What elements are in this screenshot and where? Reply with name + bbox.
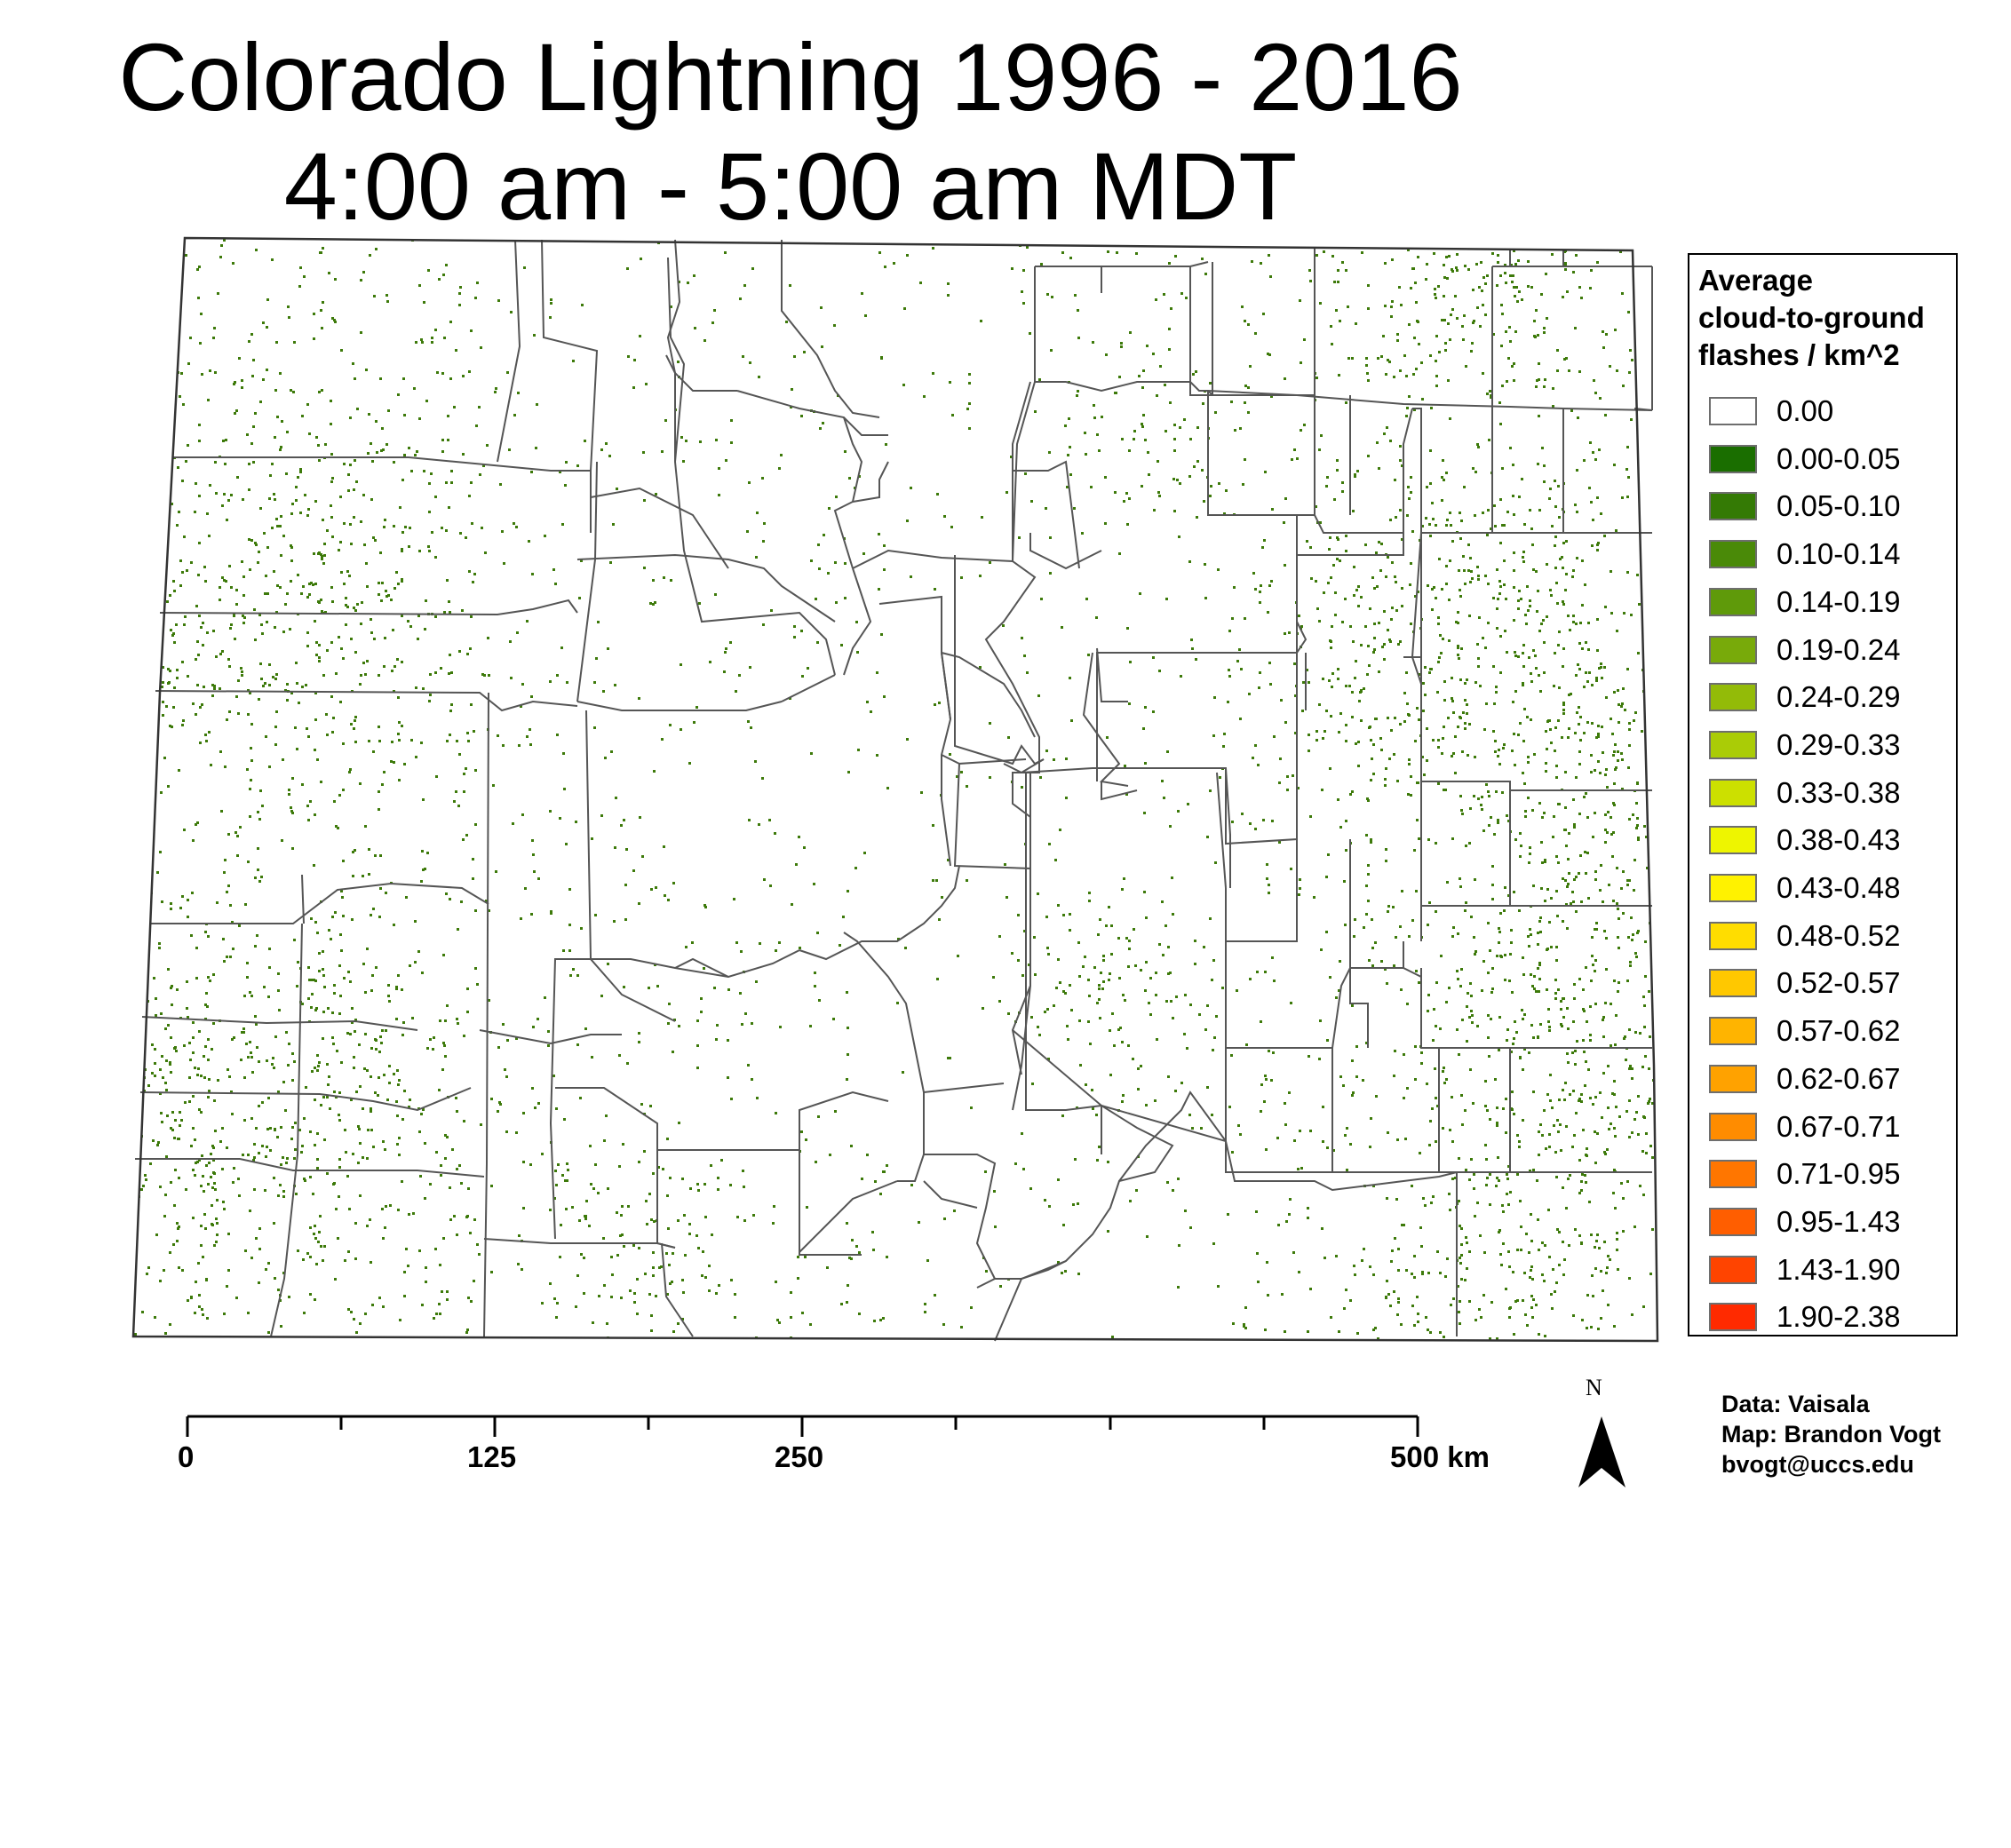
legend-label: 0.14-0.19	[1777, 584, 1901, 618]
legend-label: 0.52-0.57	[1777, 966, 1901, 1000]
legend: Average cloud-to-ground flashes / km^2 0…	[1688, 253, 1958, 1336]
legend-label: 0.62-0.67	[1777, 1061, 1901, 1095]
legend-swatch	[1709, 635, 1757, 664]
legend-label: 0.33-0.38	[1777, 775, 1901, 809]
legend-label: 0.05-0.10	[1777, 489, 1901, 523]
legend-label: 0.19-0.24	[1777, 632, 1901, 666]
legend-title-line: flashes / km^2	[1698, 338, 1900, 371]
legend-label: 0.71-0.95	[1777, 1157, 1901, 1191]
legend-swatch	[1709, 683, 1757, 712]
legend-label: 0.43-0.48	[1777, 871, 1901, 904]
scale-label-500: 500 km	[1390, 1440, 1490, 1473]
legend-swatch	[1709, 730, 1757, 759]
legend-swatch	[1709, 397, 1757, 425]
legend-swatch	[1709, 1160, 1757, 1189]
scale-bar	[186, 1415, 1419, 1437]
legend-swatch	[1709, 921, 1757, 950]
north-arrow-icon	[1578, 1416, 1625, 1487]
legend-title-line: cloud-to-ground	[1698, 301, 1925, 334]
credits: Data: Vaisala Map: Brandon Vogt bvogt@uc…	[1721, 1389, 1941, 1479]
legend-label: 0.29-0.33	[1777, 727, 1901, 761]
legend-swatch	[1709, 1207, 1757, 1236]
legend-swatch	[1709, 540, 1757, 569]
map-title-line-1: Colorado Lightning 1996 - 2016	[118, 23, 1463, 131]
credit-data-source: Data: Vaisala	[1721, 1391, 1870, 1417]
map-title-line-2: 4:00 am - 5:00 am MDT	[283, 132, 1298, 240]
legend-label: 0.48-0.52	[1777, 918, 1901, 952]
legend-swatch	[1709, 874, 1757, 902]
legend-swatch	[1709, 444, 1757, 473]
scale-label-250: 250	[775, 1440, 824, 1473]
credit-email: bvogt@uccs.edu	[1721, 1451, 1914, 1478]
legend-swatch	[1709, 1303, 1757, 1332]
legend-title-line: Average	[1698, 264, 1814, 297]
legend-label: 1.43-1.90	[1777, 1252, 1901, 1286]
legend-swatch	[1709, 492, 1757, 521]
scale-label-125: 125	[467, 1440, 517, 1473]
legend-swatch	[1709, 1064, 1757, 1093]
credit-map-author: Map: Brandon Vogt	[1721, 1421, 1941, 1447]
legend-label: 0.95-1.43	[1777, 1204, 1901, 1238]
legend-swatch	[1709, 1017, 1757, 1046]
legend-label: 0.00-0.05	[1777, 441, 1901, 475]
scale-label-0: 0	[178, 1440, 195, 1473]
county-boundaries	[135, 239, 1653, 1342]
legend-label: 0.57-0.62	[1777, 1014, 1901, 1048]
state-outline	[131, 236, 1659, 1343]
legend-swatch	[1709, 826, 1757, 855]
legend-swatch	[1709, 969, 1757, 998]
legend-title: Average cloud-to-ground flashes / km^2	[1698, 262, 1956, 374]
north-label: N	[1586, 1375, 1602, 1400]
legend-label: 0.00	[1777, 394, 1834, 427]
legend-swatch	[1709, 778, 1757, 807]
legend-swatch	[1709, 587, 1757, 616]
legend-label: 0.24-0.29	[1777, 680, 1901, 714]
legend-swatch	[1709, 1255, 1757, 1284]
legend-label: 1.90-2.38	[1777, 1300, 1901, 1334]
legend-swatch	[1709, 1112, 1757, 1141]
legend-label: 0.67-0.71	[1777, 1109, 1901, 1143]
legend-label: 0.38-0.43	[1777, 823, 1901, 857]
legend-label: 0.10-0.14	[1777, 537, 1901, 571]
